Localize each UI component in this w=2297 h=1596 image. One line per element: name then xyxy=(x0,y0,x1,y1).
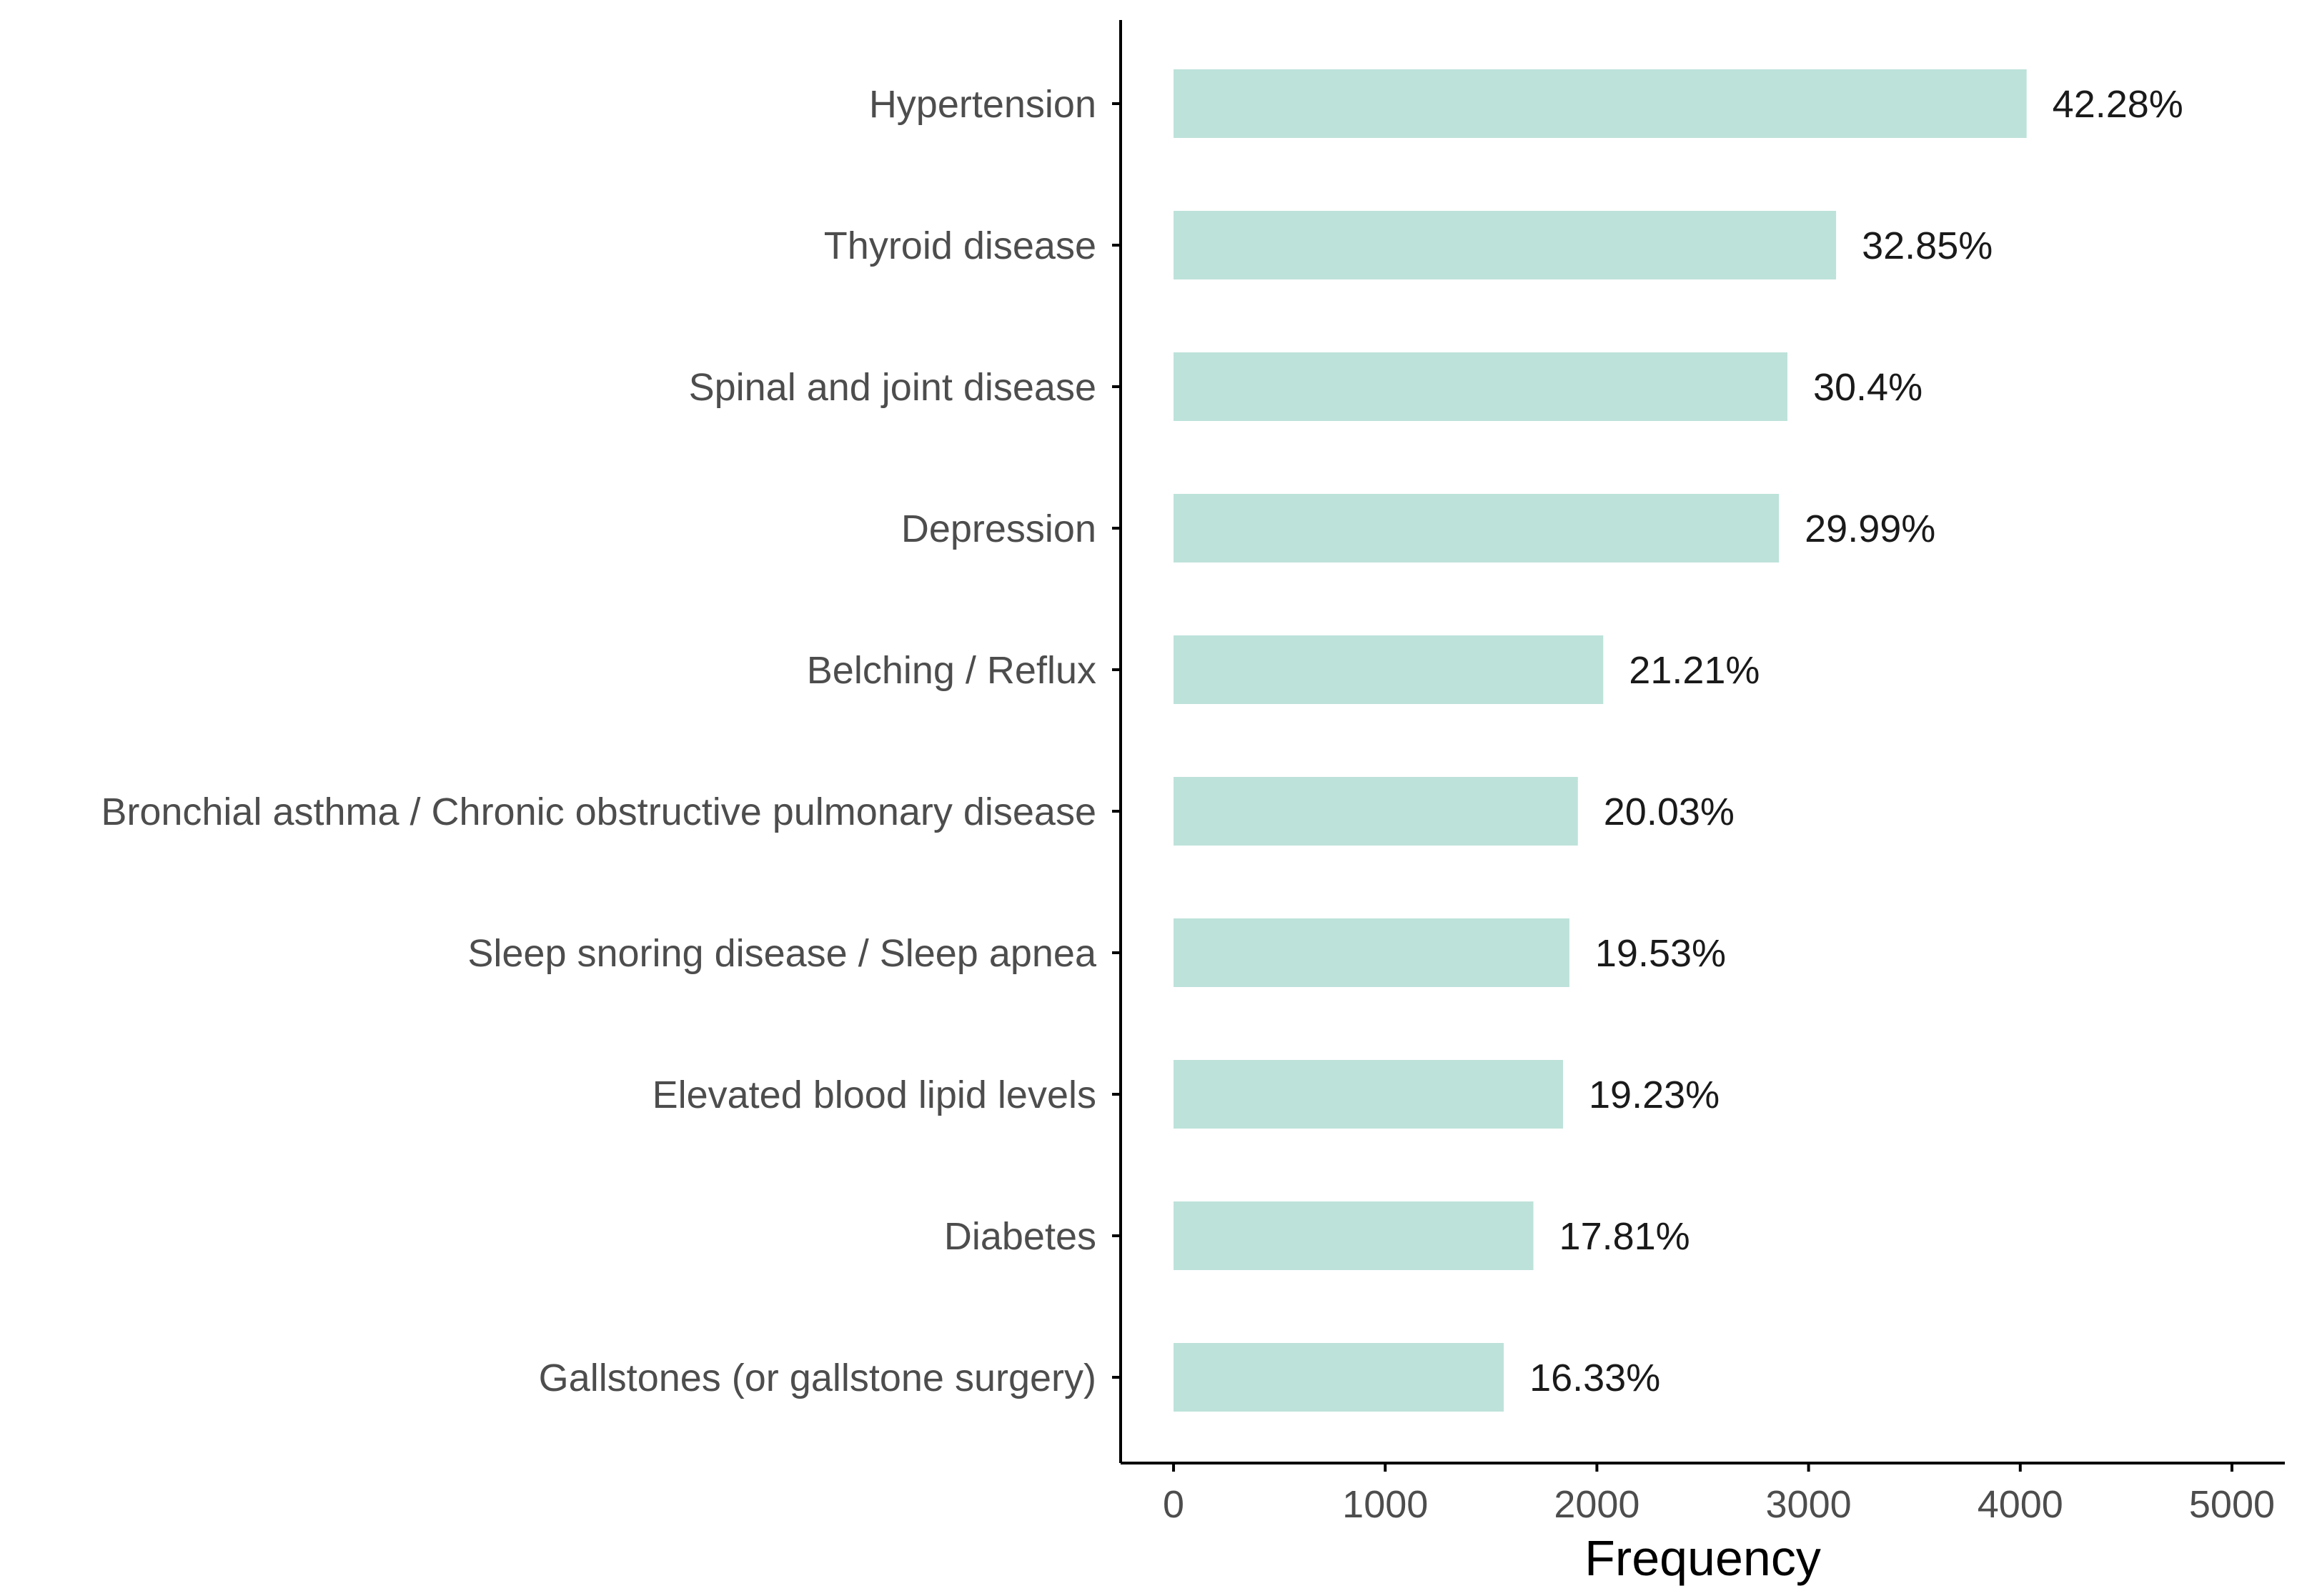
x-tick-label: 3000 xyxy=(1766,1483,1852,1526)
bars-group xyxy=(1174,69,2027,1412)
category-label: Gallstones (or gallstone surgery) xyxy=(539,1357,1096,1399)
category-label: Diabetes xyxy=(944,1215,1096,1258)
value-label: 17.81% xyxy=(1559,1215,1690,1258)
value-label: 20.03% xyxy=(1604,790,1735,833)
x-tick-label: 1000 xyxy=(1342,1483,1428,1526)
bar xyxy=(1174,1343,1504,1412)
x-tick-label: 0 xyxy=(1163,1483,1184,1526)
x-tick-label: 2000 xyxy=(1554,1483,1639,1526)
value-label: 30.4% xyxy=(1813,366,1923,409)
bar xyxy=(1174,69,2027,138)
category-label: Sleep snoring disease / Sleep apnea xyxy=(467,932,1097,975)
value-label: 19.23% xyxy=(1589,1074,1720,1116)
bar xyxy=(1174,918,1569,987)
bar xyxy=(1174,1060,1564,1129)
bar xyxy=(1174,635,1604,704)
category-label: Depression xyxy=(901,507,1096,550)
value-label: 32.85% xyxy=(1862,224,1993,267)
value-label: 16.33% xyxy=(1529,1357,1660,1399)
x-tick-label: 5000 xyxy=(2189,1483,2275,1526)
bar xyxy=(1174,352,1787,421)
bar xyxy=(1174,494,1780,562)
category-label: Thyroid disease xyxy=(824,224,1096,267)
bar xyxy=(1174,211,1837,279)
category-label: Elevated blood lipid levels xyxy=(653,1074,1096,1116)
y-axis: Hypertension Thyroid disease Spinal and jo… xyxy=(101,20,1122,1463)
value-label: 19.53% xyxy=(1595,932,1726,975)
value-label: 21.21% xyxy=(1629,649,1760,692)
category-label: Hypertension xyxy=(869,83,1096,126)
category-label: Bronchial asthma / Chronic obstructive p… xyxy=(101,790,1096,833)
category-label: Belching / Reflux xyxy=(807,649,1096,692)
value-label: 29.99% xyxy=(1805,507,1935,550)
x-axis: 0 1000 2000 3000 4000 5000 xyxy=(1121,1462,2285,1526)
value-label: 42.28% xyxy=(2053,83,2183,126)
category-label: Spinal and joint disease xyxy=(689,366,1096,409)
x-tick-label: 4000 xyxy=(1978,1483,2063,1526)
x-axis-title: Frequency xyxy=(1584,1530,1821,1586)
value-labels-group: 42.28% 32.85% 30.4% 29.99% 21.21% 20.03% 19.53… xyxy=(1529,83,2183,1399)
bar xyxy=(1174,777,1578,846)
bar xyxy=(1174,1201,1534,1270)
